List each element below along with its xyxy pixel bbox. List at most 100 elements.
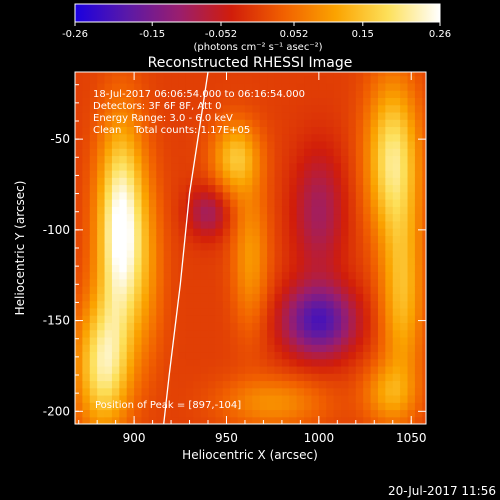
heatmap-cell bbox=[281, 416, 290, 424]
heatmap-cell bbox=[163, 191, 172, 200]
heatmap-cell bbox=[156, 191, 165, 200]
heatmap-cell bbox=[296, 235, 305, 244]
heatmap-cell bbox=[111, 278, 120, 287]
heatmap-cell bbox=[237, 162, 246, 171]
heatmap-cell bbox=[119, 264, 128, 273]
heatmap-cell bbox=[141, 264, 150, 273]
heatmap-cell bbox=[163, 126, 172, 135]
heatmap-cell bbox=[252, 111, 261, 120]
heatmap-cell bbox=[200, 169, 209, 178]
heatmap-cell bbox=[222, 336, 231, 345]
heatmap-cell bbox=[244, 206, 253, 215]
heatmap-cell bbox=[407, 242, 416, 251]
heatmap-cell bbox=[333, 242, 342, 251]
heatmap-cell bbox=[377, 249, 386, 258]
heatmap-cell bbox=[370, 394, 379, 403]
heatmap-cell bbox=[104, 257, 113, 265]
heatmap-cell bbox=[333, 249, 342, 258]
heatmap-cell bbox=[111, 351, 120, 360]
heatmap-cell bbox=[208, 344, 216, 353]
heatmap-cell bbox=[311, 286, 320, 294]
heatmap-cell bbox=[274, 82, 283, 91]
heatmap-cell bbox=[407, 220, 416, 229]
heatmap-cell bbox=[281, 271, 290, 280]
heatmap-cell bbox=[208, 402, 216, 411]
heatmap-cell bbox=[97, 329, 106, 338]
heatmap-cell bbox=[141, 75, 150, 84]
heatmap-cell bbox=[119, 322, 128, 331]
heatmap-cell bbox=[237, 140, 246, 149]
heatmap-cell bbox=[304, 409, 313, 418]
heatmap-cell bbox=[355, 416, 364, 424]
heatmap-cell bbox=[126, 72, 135, 77]
heatmap-cell bbox=[237, 177, 246, 186]
heatmap-cell bbox=[97, 191, 106, 200]
heatmap-cell bbox=[333, 344, 342, 353]
heatmap-cell bbox=[392, 286, 401, 294]
heatmap-cell bbox=[75, 177, 83, 186]
heatmap-cell bbox=[252, 257, 261, 265]
heatmap-cell bbox=[171, 278, 180, 287]
heatmap-cell bbox=[178, 315, 187, 323]
heatmap-cell bbox=[193, 278, 202, 287]
heatmap-cell bbox=[392, 257, 401, 265]
heatmap-cell bbox=[119, 293, 128, 302]
heatmap-cell bbox=[326, 90, 335, 98]
heatmap-cell bbox=[82, 235, 91, 244]
heatmap-cell bbox=[119, 104, 128, 113]
heatmap-cell bbox=[414, 300, 423, 309]
heatmap-cell bbox=[222, 184, 231, 193]
heatmap-cell bbox=[134, 72, 143, 77]
heatmap-cell bbox=[267, 140, 276, 149]
heatmap-cell bbox=[134, 336, 143, 345]
heatmap-cell bbox=[208, 293, 216, 302]
heatmap-cell bbox=[355, 402, 364, 411]
heatmap-cell bbox=[296, 394, 305, 403]
heatmap-cell bbox=[148, 286, 157, 294]
heatmap-cell bbox=[370, 336, 379, 345]
heatmap-cell bbox=[141, 286, 150, 294]
heatmap-cell bbox=[104, 155, 113, 164]
heatmap-cell bbox=[208, 111, 216, 120]
heatmap-cell bbox=[407, 344, 416, 353]
heatmap-cell bbox=[97, 140, 106, 149]
heatmap-cell bbox=[156, 133, 165, 142]
heatmap-cell bbox=[75, 206, 83, 215]
x-tick-label: 950 bbox=[215, 431, 238, 445]
heatmap-cell bbox=[281, 293, 290, 302]
heatmap-cell bbox=[97, 344, 106, 353]
heatmap-cell bbox=[75, 365, 83, 374]
heatmap-cell bbox=[171, 72, 180, 77]
heatmap-cell bbox=[126, 140, 135, 149]
heatmap-cell bbox=[281, 184, 290, 193]
heatmap-cell bbox=[134, 380, 143, 389]
heatmap-cell bbox=[370, 184, 379, 193]
heatmap-cell bbox=[289, 322, 298, 331]
heatmap-cell bbox=[281, 177, 290, 186]
heatmap-cell bbox=[222, 162, 231, 171]
heatmap-cell bbox=[193, 242, 202, 251]
heatmap-cell bbox=[200, 394, 209, 403]
heatmap-cell bbox=[104, 235, 113, 244]
heatmap-cell bbox=[392, 307, 401, 316]
heatmap-cell bbox=[97, 97, 106, 106]
heatmap-cell bbox=[237, 402, 246, 411]
heatmap-cell bbox=[75, 394, 83, 403]
heatmap-cell bbox=[385, 75, 394, 84]
heatmap-cell bbox=[163, 206, 172, 215]
heatmap-cell bbox=[348, 140, 357, 149]
heatmap-cell bbox=[163, 75, 172, 84]
heatmap-cell bbox=[156, 257, 165, 265]
heatmap-cell bbox=[215, 293, 224, 302]
heatmap-cell bbox=[171, 220, 180, 229]
heatmap-cell bbox=[326, 336, 335, 345]
y-tick-label: -50 bbox=[50, 132, 70, 146]
heatmap-cell bbox=[163, 286, 172, 294]
heatmap-cell bbox=[178, 104, 187, 113]
heatmap-cell bbox=[178, 329, 187, 338]
heatmap-cell bbox=[274, 169, 283, 178]
heatmap-cell bbox=[193, 184, 202, 193]
heatmap-cell bbox=[244, 402, 253, 411]
heatmap-cell bbox=[267, 380, 276, 389]
heatmap-cell bbox=[385, 257, 394, 265]
